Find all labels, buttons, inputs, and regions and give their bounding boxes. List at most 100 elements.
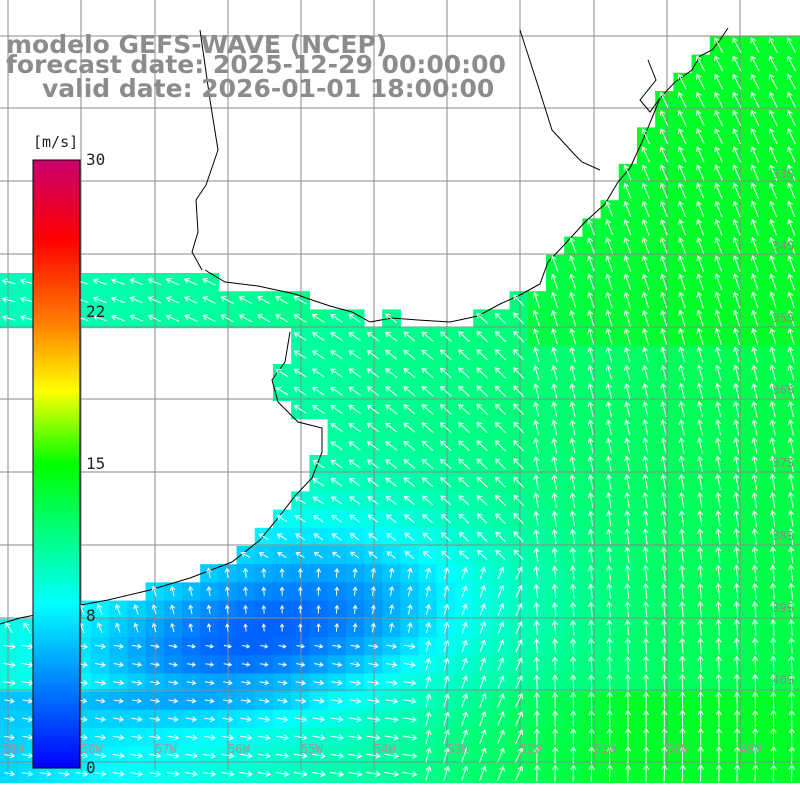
wind-arrow [513,531,524,543]
wind-arrow [733,619,740,636]
wind-arrow [95,716,107,722]
wind-arrow [551,638,558,654]
wind-arrow [112,734,125,741]
wind-arrow [461,585,468,598]
wind-arrow [770,746,777,764]
wind-arrow [696,218,705,236]
wind-arrow [587,364,594,381]
wind-arrow [714,73,724,90]
wind-arrow [660,437,667,454]
wind-arrow [425,711,432,726]
wind-arrow [588,691,595,709]
wind-arrow [22,770,34,777]
wind-arrow [678,309,686,327]
wind-arrow [551,583,558,599]
wind-arrow [643,746,650,764]
wind-arrow [294,734,308,741]
wind-arrow [787,218,796,236]
wind-arrow [769,455,776,472]
colorbar-tick: 15 [86,454,106,473]
wind-arrow [605,419,612,436]
wind-arrow [497,765,505,781]
wind-arrow [260,644,269,649]
wind-arrow [696,327,704,345]
wind-arrow [788,764,795,782]
wind-arrow [661,709,668,728]
wind-arrow [476,440,488,452]
wind-arrow [293,770,308,777]
wind-arrow [403,440,416,451]
wind-arrow [293,387,307,396]
wind-arrow [494,349,507,361]
wind-arrow [659,200,668,218]
wind-arrow [751,437,758,454]
wind-arrow [515,711,524,727]
wind-arrow [512,330,525,343]
wind-arrow [352,567,358,578]
wind-arrow [696,382,704,399]
wind-arrow [221,770,235,777]
wind-arrow [551,710,559,727]
wind-arrow [679,709,686,728]
wind-arrow [679,637,686,654]
wind-arrow [366,734,381,741]
wind-arrow [751,491,758,509]
wind-arrow [697,546,704,563]
wind-arrow [334,604,340,614]
wind-arrow [297,586,303,596]
wind-arrow [624,510,631,527]
wind-arrow [202,296,216,304]
wind-arrow [788,582,795,600]
wind-arrow [188,623,194,632]
wind-arrow [151,604,157,615]
wind-arrow [479,585,486,598]
wind-arrow [714,109,723,127]
wind-arrow [587,291,595,309]
wind-arrow [642,455,649,472]
wind-arrow [4,734,16,741]
wind-arrow [479,729,487,745]
wind-arrow [696,91,705,108]
wind-arrow [5,622,13,634]
wind-arrow [660,364,667,381]
wind-arrow [660,564,667,581]
wind-arrow [461,675,468,689]
wind-arrow [187,662,197,667]
wind-arrow [188,585,194,597]
wind-arrow [787,200,796,218]
wind-arrow [425,621,431,634]
wind-arrow [422,532,433,542]
wind-arrow [476,421,488,434]
wind-arrow [515,621,523,635]
wind-arrow [479,657,487,671]
wind-arrow [293,752,308,759]
wind-arrow [605,273,613,290]
wind-arrow [168,662,178,667]
wind-arrow [224,567,230,579]
wind-arrow [787,400,795,418]
wind-arrow [733,510,740,527]
wind-arrow [569,547,576,563]
wind-arrow [348,404,361,415]
wind-arrow [439,477,452,488]
wind-arrow [697,510,704,527]
wind-arrow [660,327,668,345]
wind-arrow [458,422,470,433]
wind-arrow [624,473,631,490]
wind-arrow [552,764,559,782]
wind-arrow [569,383,576,399]
wind-arrow [715,727,723,746]
wind-arrow [133,604,139,615]
wind-arrow [220,314,234,323]
wind-arrow [403,698,417,705]
wind-arrow [348,313,361,324]
wind-arrow [348,734,363,741]
wind-arrow [313,679,325,686]
wind-arrow [605,309,613,327]
wind-arrow [750,91,760,108]
wind-arrow [642,346,649,363]
wind-arrow [642,709,650,728]
wind-arrow [551,620,558,635]
wind-arrow [733,528,740,545]
colorbar-tick: 22 [86,302,106,321]
